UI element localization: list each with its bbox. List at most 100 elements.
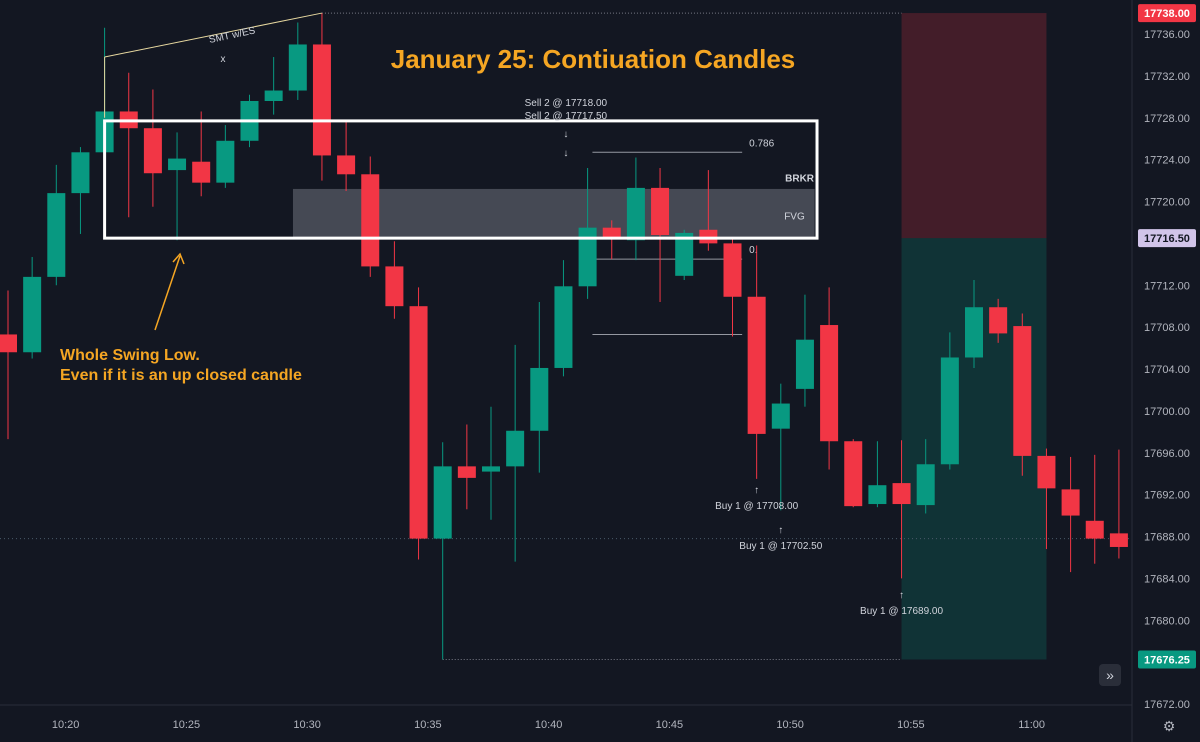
candle-body: [361, 174, 380, 267]
y-tick-label: 17696.00: [1144, 448, 1190, 460]
candle-body: [506, 430, 525, 467]
candle-body: [433, 466, 452, 539]
candle-body: [530, 367, 549, 431]
candle-body: [1037, 455, 1056, 489]
fib-label-786: 0.786: [749, 138, 774, 149]
swing-low-arrow: [154, 255, 181, 331]
candle-body: [1013, 326, 1032, 456]
candle-body: [916, 464, 935, 506]
buy-label-1: Buy 1 @ 17708.00: [715, 501, 798, 512]
price-badge: [1138, 4, 1196, 23]
y-tick-label: 17672.00: [1144, 699, 1190, 711]
brkr-label: BRKR: [785, 174, 815, 185]
double-chevron-right-icon[interactable]: »: [1099, 664, 1121, 686]
fib-label-low: 0.: [749, 245, 757, 256]
candle-body: [626, 187, 645, 241]
gear-icon[interactable]: ⚙: [1162, 718, 1176, 734]
y-tick-label: 17700.00: [1144, 406, 1190, 418]
swing-low-arrow-head: [172, 252, 185, 265]
candle-body: [771, 403, 790, 429]
candle-body: [747, 296, 766, 434]
fvg-label: FVG: [784, 211, 805, 222]
candle-body: [143, 128, 162, 174]
candle-body: [868, 485, 887, 505]
x-tick-label: 10:40: [535, 719, 563, 731]
price-badge-label: 17738.00: [1144, 8, 1190, 20]
candle-body: [409, 306, 428, 539]
buy-label-3: Buy 1 @ 17689.00: [860, 606, 943, 617]
price-badge: [1138, 650, 1196, 669]
y-tick-label: 17708.00: [1144, 322, 1190, 334]
candle-body: [192, 161, 211, 183]
candle-body: [892, 483, 911, 505]
candle-body: [385, 266, 404, 307]
candle-body: [312, 44, 331, 156]
x-tick-label: 10:35: [414, 719, 442, 731]
candle-body: [457, 466, 476, 478]
candle-body: [820, 325, 839, 442]
candle-body: [1109, 533, 1128, 547]
candle-body: [723, 243, 742, 297]
price-badge-label: 17676.25: [1144, 655, 1190, 667]
candle-body: [844, 441, 863, 507]
swing-low-note-1: Whole Swing Low.: [60, 347, 200, 364]
candle-body: [264, 90, 283, 101]
x-tick-label: 10:55: [897, 719, 925, 731]
smt-line: [104, 12, 323, 58]
sell-label-2: Sell 2 @ 17717.50: [525, 111, 608, 122]
candle-body: [989, 307, 1008, 334]
candle-body: [965, 307, 983, 358]
y-tick-label: 17680.00: [1144, 615, 1190, 627]
price-badge: [1138, 229, 1196, 248]
candle-body: [216, 140, 235, 183]
y-tick-label: 17688.00: [1144, 532, 1190, 544]
swing-low-note-2: Even if it is an up closed candle: [60, 367, 302, 384]
brkr-rectangle: [103, 119, 819, 240]
sell-arrow-1: ↓: [563, 129, 568, 140]
y-tick-label: 17704.00: [1144, 364, 1190, 376]
y-tick-label: 17736.00: [1144, 29, 1190, 41]
y-tick-label: 17692.00: [1144, 490, 1190, 502]
candle-body: [554, 286, 573, 368]
y-tick-label: 17724.00: [1144, 155, 1190, 167]
price-badge-label: 17716.50: [1144, 233, 1190, 245]
fvg-zone: [292, 188, 815, 239]
page-title: January 25: Contiuation Candles: [391, 44, 796, 74]
y-tick-label: 17712.00: [1144, 280, 1190, 292]
candle-body: [578, 227, 597, 287]
candle-body: [288, 44, 307, 91]
candle-body: [482, 466, 500, 472]
y-tick-label: 17720.00: [1144, 197, 1190, 209]
candle-body: [699, 229, 718, 244]
candle-body: [602, 227, 621, 238]
candle-body: [168, 158, 187, 171]
x-tick-label: 10:20: [52, 719, 80, 731]
x-tick-label: 10:50: [776, 719, 804, 731]
x-tick-label: 11:00: [1018, 719, 1045, 731]
candle-body: [1061, 489, 1080, 516]
sell-arrow-2: ↓: [563, 148, 568, 159]
buy-label-2: Buy 1 @ 17702.50: [739, 541, 822, 552]
candle-body: [47, 193, 66, 277]
y-tick-label: 17728.00: [1144, 113, 1190, 125]
y-tick-label: 17732.00: [1144, 71, 1190, 83]
buy-arrow-2: ↑: [778, 525, 783, 536]
x-tick-label: 10:30: [293, 719, 321, 731]
candle-body: [337, 155, 356, 175]
smt-marker: x: [221, 54, 226, 65]
stop-loss-zone: [901, 13, 1047, 239]
buy-arrow-3: ↑: [899, 590, 904, 601]
candle-body: [675, 232, 694, 276]
sell-label-1: Sell 2 @ 17718.00: [525, 98, 608, 109]
x-tick-label: 10:45: [656, 719, 684, 731]
candle-body: [795, 339, 814, 389]
candle-body: [1085, 520, 1104, 539]
candle-body: [23, 276, 42, 353]
candle-body: [651, 187, 670, 235]
x-tick-label: 10:25: [173, 719, 201, 731]
candle-body: [0, 334, 17, 353]
buy-arrow-1: ↑: [754, 485, 759, 496]
y-tick-label: 17684.00: [1144, 573, 1190, 585]
